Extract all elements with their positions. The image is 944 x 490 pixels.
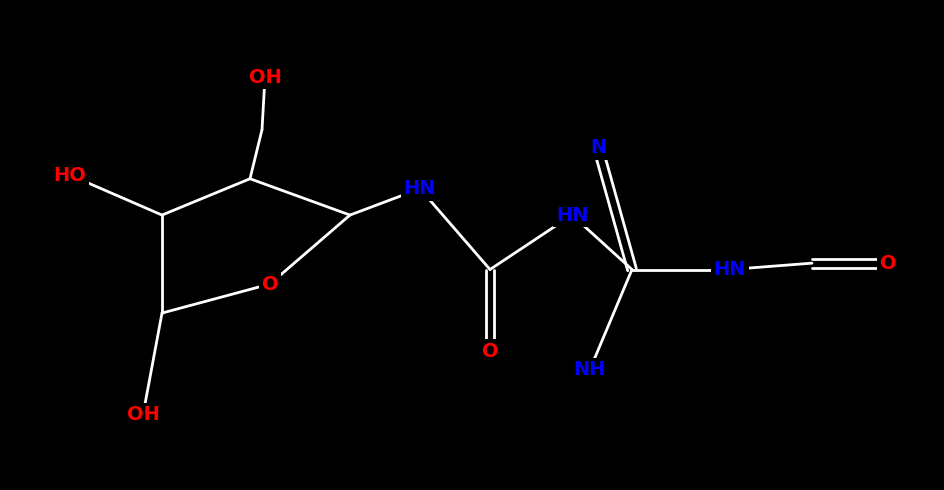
- Text: NH: NH: [573, 360, 606, 379]
- Text: HN: HN: [555, 205, 587, 224]
- Text: OH: OH: [126, 405, 160, 424]
- Text: O: O: [481, 342, 497, 361]
- Text: OH: OH: [248, 68, 281, 87]
- Text: O: O: [879, 254, 895, 272]
- Text: HN: HN: [403, 179, 436, 198]
- Text: O: O: [261, 274, 278, 294]
- Text: N: N: [589, 138, 605, 157]
- Text: HO: HO: [54, 166, 86, 185]
- Text: HN: HN: [713, 260, 746, 279]
